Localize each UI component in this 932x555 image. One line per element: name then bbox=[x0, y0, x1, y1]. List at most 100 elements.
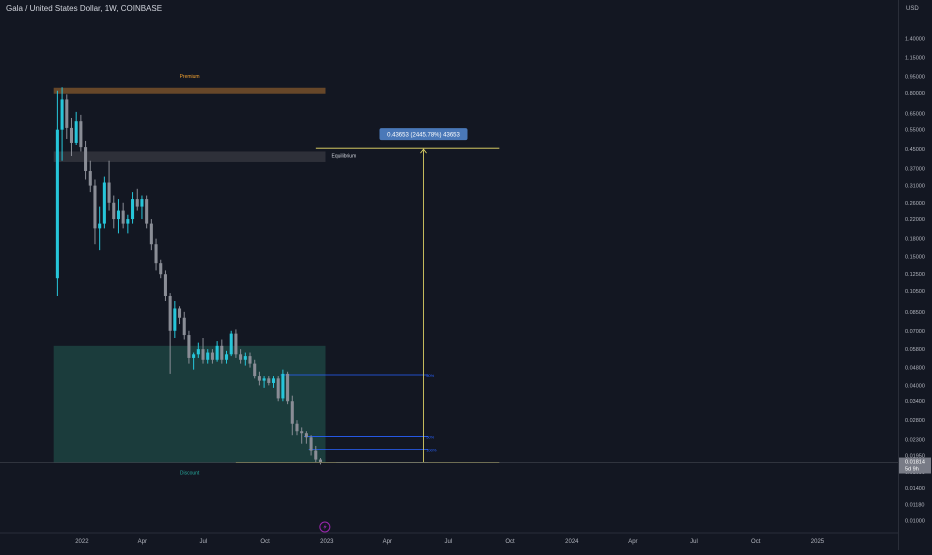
candle-body[interactable] bbox=[239, 354, 243, 360]
candle-body[interactable] bbox=[159, 263, 163, 275]
equilibrium-label: Equilibrium bbox=[332, 153, 357, 159]
candle-body[interactable] bbox=[220, 345, 224, 360]
candle-body[interactable] bbox=[318, 459, 323, 463]
candle-body[interactable] bbox=[187, 335, 191, 358]
candle-body[interactable] bbox=[102, 182, 106, 224]
candle-body[interactable] bbox=[168, 295, 172, 331]
chart-title: Gala / United States Dollar, 1W, COINBAS… bbox=[6, 4, 163, 13]
y-tick-label: 0.18000 bbox=[905, 237, 925, 243]
candle-body[interactable] bbox=[173, 308, 177, 331]
y-tick-label: 0.15000 bbox=[905, 254, 925, 260]
candle-body[interactable] bbox=[182, 317, 186, 336]
candle-body[interactable] bbox=[131, 199, 135, 220]
candle-body[interactable] bbox=[196, 349, 200, 355]
candle-body[interactable] bbox=[262, 378, 266, 381]
candle-body[interactable] bbox=[79, 121, 83, 148]
y-tick-label: 0.02300 bbox=[905, 437, 925, 443]
candle-body[interactable] bbox=[93, 185, 97, 229]
discount-zone[interactable] bbox=[53, 345, 326, 463]
lightning-glyph bbox=[323, 524, 327, 530]
y-tick-label: 0.04800 bbox=[905, 366, 925, 372]
candle-body[interactable] bbox=[140, 199, 144, 207]
candle-body[interactable] bbox=[201, 349, 205, 360]
candle-body[interactable] bbox=[314, 450, 318, 460]
y-tick-label: 1.15000 bbox=[905, 56, 925, 62]
y-tick-label: 0.04000 bbox=[905, 383, 925, 389]
candle-body[interactable] bbox=[210, 352, 214, 360]
y-tick-label: 0.01400 bbox=[905, 486, 925, 492]
measure-arrow-head bbox=[420, 148, 427, 154]
y-tick-label: 0.10500 bbox=[905, 289, 925, 295]
y-tick-label: 0.37000 bbox=[905, 166, 925, 172]
candle-body[interactable] bbox=[65, 99, 69, 128]
equilibrium-zone[interactable] bbox=[53, 151, 326, 162]
candle-body[interactable] bbox=[112, 202, 116, 220]
candle-body[interactable] bbox=[154, 244, 158, 264]
candle-body[interactable] bbox=[276, 378, 280, 399]
y-tick-label: 0.01000 bbox=[905, 519, 925, 525]
y-tick-label: 0.03400 bbox=[905, 399, 925, 405]
candle-body[interactable] bbox=[88, 171, 92, 186]
candle-body[interactable] bbox=[98, 223, 102, 229]
candle-body[interactable] bbox=[290, 401, 294, 424]
fib-line-top-label: 50% bbox=[426, 373, 434, 378]
fib-line-low-label: 100% bbox=[426, 448, 437, 453]
x-tick-label: 2024 bbox=[565, 539, 579, 545]
candle-body[interactable] bbox=[271, 378, 276, 383]
x-tick-label: Oct bbox=[751, 539, 761, 545]
candle-body[interactable] bbox=[215, 345, 219, 360]
candle-body[interactable] bbox=[145, 199, 149, 224]
y-tick-label: 0.02800 bbox=[905, 418, 925, 424]
y-tick-label: 0.12500 bbox=[905, 272, 925, 278]
candle-body[interactable] bbox=[192, 354, 196, 358]
candle-body[interactable] bbox=[281, 373, 285, 399]
y-tick-label: 0.80000 bbox=[905, 91, 925, 97]
candle-body[interactable] bbox=[126, 219, 130, 224]
candle-body[interactable] bbox=[286, 373, 290, 402]
candle-body[interactable] bbox=[116, 210, 120, 220]
candle-body[interactable] bbox=[253, 363, 257, 377]
y-tick-label: 0.01950 bbox=[905, 453, 925, 459]
candle-body[interactable] bbox=[107, 182, 111, 203]
y-tick-label: 0.95000 bbox=[905, 74, 925, 80]
y-tick-label: 0.08500 bbox=[905, 310, 925, 316]
candle-body[interactable] bbox=[257, 376, 261, 381]
x-tick-label: Oct bbox=[260, 539, 270, 545]
candle-body[interactable] bbox=[309, 437, 313, 451]
lightning-icon[interactable] bbox=[319, 521, 331, 533]
candle-body[interactable] bbox=[74, 121, 78, 143]
candle-body[interactable] bbox=[243, 356, 247, 360]
y-tick-label: 0.07000 bbox=[905, 329, 925, 335]
x-tick-label: 2022 bbox=[75, 539, 89, 545]
candle-body[interactable] bbox=[135, 199, 139, 207]
y-tick-label: 0.22000 bbox=[905, 217, 925, 223]
x-tick-label: Jul bbox=[444, 539, 452, 545]
candle-body[interactable] bbox=[267, 378, 271, 383]
y-tick-label: 0.45000 bbox=[905, 147, 925, 153]
candle-body[interactable] bbox=[163, 274, 167, 296]
candle-body[interactable] bbox=[234, 333, 238, 355]
candle-body[interactable] bbox=[69, 127, 74, 143]
x-tick-label: 2025 bbox=[811, 539, 825, 545]
candle-body[interactable] bbox=[295, 423, 299, 432]
candle-body[interactable] bbox=[229, 333, 233, 355]
candle-body[interactable] bbox=[121, 210, 125, 224]
candle-body[interactable] bbox=[149, 223, 153, 245]
fib-line-mid-label: 50% bbox=[426, 434, 434, 439]
candle-body[interactable] bbox=[224, 354, 229, 360]
candle-body[interactable] bbox=[206, 352, 210, 360]
candle-body[interactable] bbox=[248, 356, 252, 364]
measure-badge bbox=[379, 128, 468, 141]
candle-body[interactable] bbox=[300, 431, 304, 434]
y-tick-label: 0.26000 bbox=[905, 201, 925, 207]
premium-zone[interactable] bbox=[53, 87, 326, 94]
y-tick-label: 0.01180 bbox=[905, 502, 924, 508]
candle-body[interactable] bbox=[55, 129, 59, 279]
candle-body[interactable] bbox=[178, 308, 182, 318]
candle-body[interactable] bbox=[60, 99, 64, 130]
candle-body[interactable] bbox=[304, 433, 308, 438]
candle-body[interactable] bbox=[84, 147, 88, 172]
